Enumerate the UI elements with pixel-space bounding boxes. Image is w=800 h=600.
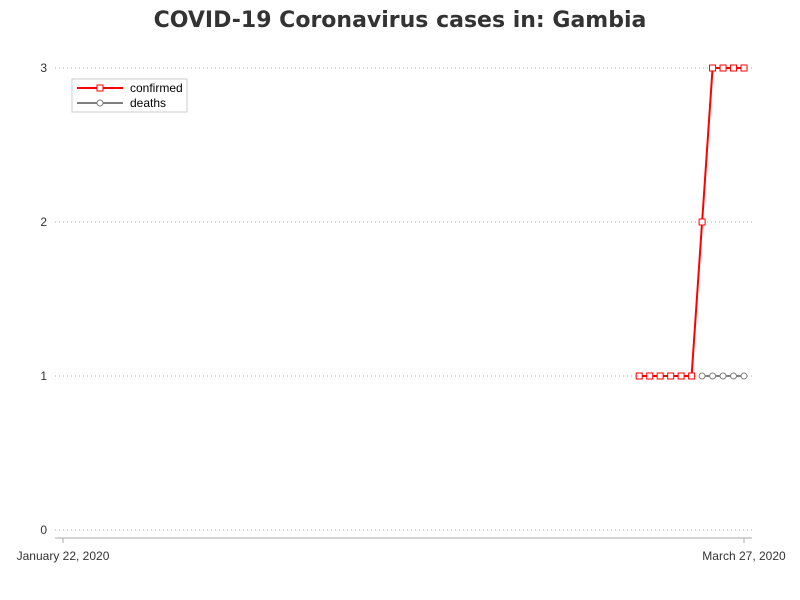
data-point-confirmed: [677, 372, 685, 380]
data-point-confirmed: [667, 372, 675, 380]
data-point-deaths: [719, 372, 727, 380]
data-point-deaths: [698, 372, 706, 380]
x-tick-labels: January 22, 2020 March 27, 2020: [17, 538, 786, 563]
data-point-confirmed: [719, 64, 727, 72]
data-point-deaths: [730, 372, 738, 380]
chart-title: COVID-19 Coronavirus cases in: Gambia: [153, 8, 647, 33]
data-point-confirmed: [646, 372, 654, 380]
data-point-confirmed: [635, 372, 643, 380]
data-point-deaths: [740, 372, 748, 380]
x-tick-label: January 22, 2020: [17, 549, 110, 563]
y-tick-labels: 0 1 2 3: [40, 61, 47, 537]
legend-item-confirmed: confirmed: [77, 81, 183, 95]
grid-lines: [55, 67, 752, 531]
y-tick-label: 1: [40, 369, 47, 383]
legend-marker: [96, 84, 104, 92]
data-point-confirmed: [730, 64, 738, 72]
y-tick-label: 3: [40, 61, 47, 75]
series-confirmed: [635, 64, 748, 380]
legend-label: confirmed: [130, 81, 183, 95]
data-point-deaths: [709, 372, 717, 380]
legend-label: deaths: [130, 96, 166, 110]
data-point-confirmed: [656, 372, 664, 380]
y-tick-label: 2: [40, 215, 47, 229]
series-deaths: [698, 372, 748, 380]
series: [635, 64, 748, 380]
y-tick-label: 0: [40, 523, 47, 537]
legend-item-deaths: deaths: [77, 96, 166, 110]
x-tick-label: March 27, 2020: [702, 549, 786, 563]
data-point-confirmed: [709, 64, 717, 72]
data-point-confirmed: [698, 218, 706, 226]
legend-marker: [96, 99, 104, 107]
data-point-confirmed: [688, 372, 696, 380]
data-point-confirmed: [740, 64, 748, 72]
legend-box: [71, 78, 188, 113]
